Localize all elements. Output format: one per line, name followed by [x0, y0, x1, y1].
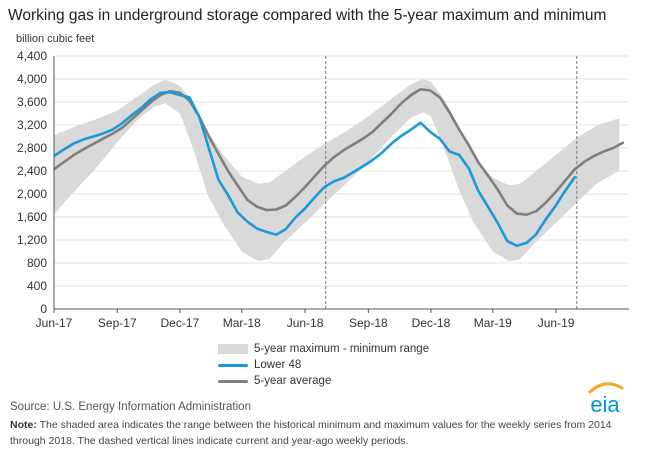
- x-tick-label: Sep-18: [349, 316, 388, 330]
- y-axis-unit-label: billion cubic feet: [16, 33, 95, 45]
- x-tick-label: Sep-17: [98, 316, 137, 330]
- legend-item-lower48: Lower 48: [218, 357, 429, 373]
- series-line-lower48: [53, 90, 577, 248]
- y-tick-label: 1,200: [17, 233, 47, 247]
- y-tick-label: 4,000: [17, 72, 47, 86]
- legend-swatch-average: [218, 379, 248, 383]
- note-label: Note:: [10, 419, 37, 431]
- y-tick-label: 2,000: [17, 187, 47, 201]
- note-text: Note: The shaded area indicates the rang…: [10, 417, 650, 449]
- legend-swatch-range: [218, 344, 248, 354]
- legend: 5-year maximum - minimum range Lower 48 …: [218, 341, 429, 389]
- y-tick-label: 800: [27, 256, 47, 270]
- x-tick-label: Jun-17: [36, 316, 73, 330]
- chart-title: Working gas in underground storage compa…: [8, 7, 607, 24]
- y-tick-label: 1,600: [17, 210, 47, 224]
- series-lines: [53, 88, 625, 248]
- source-text: Source: U.S. Energy Information Administ…: [10, 401, 251, 413]
- range-band: [54, 79, 620, 262]
- note-body: The shaded area indicates the range betw…: [10, 419, 612, 447]
- legend-label-average: 5-year average: [254, 375, 332, 387]
- dashed-reference-lines: [325, 56, 578, 309]
- x-tick-labels: Jun-17 Sep-17 Dec-17 Mar-18 Jun-18 Sep-18 Dec-…: [36, 316, 575, 330]
- y-tick-labels: 0 400 800 1,200 1,600 2,000 2,400 2,800 3,200 3,6…: [17, 49, 47, 316]
- x-tick-label: Jun-19: [538, 316, 575, 330]
- legend-item-range: 5-year maximum - minimum range: [218, 341, 429, 357]
- y-tick-label: 3,600: [17, 95, 47, 109]
- eia-logo: eia: [588, 382, 624, 416]
- x-tick-label: Mar-18: [223, 316, 261, 330]
- legend-item-average: 5-year average: [218, 373, 429, 389]
- legend-label-range: 5-year maximum - minimum range: [254, 343, 430, 355]
- y-tick-label: 2,800: [17, 141, 47, 155]
- range-band-area: [54, 79, 620, 262]
- legend-swatch-lower48: [218, 363, 248, 367]
- axes: [53, 56, 629, 313]
- legend-label-lower48: Lower 48: [254, 359, 302, 371]
- y-tick-label: 4,400: [17, 49, 47, 63]
- logo-arc-inner: [593, 382, 619, 389]
- y-tick-label: 400: [27, 279, 47, 293]
- series-line-5yr-average: [53, 88, 625, 216]
- x-tick-label: Mar-19: [474, 316, 512, 330]
- y-tick-label: 0: [40, 302, 47, 316]
- x-tick-label: Dec-18: [412, 316, 451, 330]
- gridlines: [54, 55, 629, 287]
- x-tick-label: Jun-18: [287, 316, 324, 330]
- logo-text: eia: [590, 392, 620, 416]
- y-tick-label: 3,200: [17, 118, 47, 132]
- x-tick-label: Dec-17: [161, 316, 200, 330]
- y-tick-label: 2,400: [17, 164, 47, 178]
